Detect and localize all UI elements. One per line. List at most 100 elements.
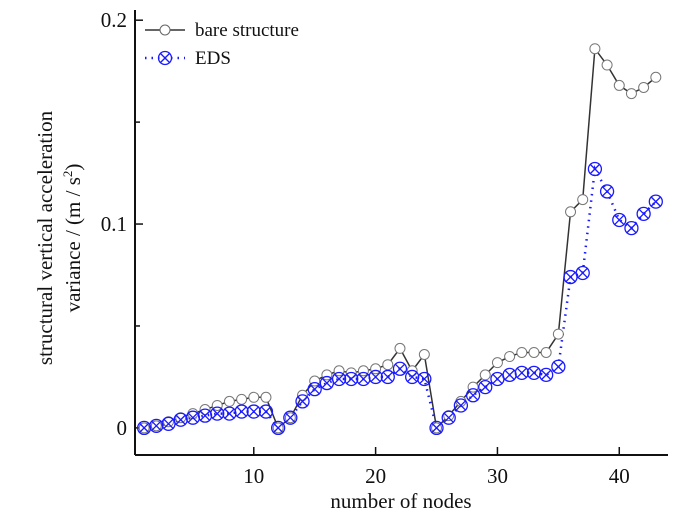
eds-marker-circle xyxy=(392,361,408,376)
eds-marker-cross xyxy=(589,163,601,175)
eds-marker-circle xyxy=(270,420,286,436)
eds-point xyxy=(270,420,286,436)
x-tick-label: 10 xyxy=(243,464,264,488)
bare-structure-point xyxy=(540,346,552,358)
eds-marker-cross xyxy=(418,373,430,385)
eds-marker-circle xyxy=(234,404,249,419)
eds-marker-circle xyxy=(380,369,395,385)
eds-marker-circle xyxy=(157,50,173,66)
bare-structure-point xyxy=(260,391,272,403)
eds-marker-circle xyxy=(429,420,444,436)
eds-point xyxy=(234,404,249,419)
eds-marker-circle xyxy=(417,371,432,387)
eds-point xyxy=(490,371,505,387)
eds-point xyxy=(636,206,651,221)
eds-point xyxy=(575,265,590,281)
eds-marker-cross xyxy=(199,410,211,422)
eds-marker-circle xyxy=(307,382,322,397)
bare-structure-point xyxy=(309,375,321,387)
eds-marker-cross xyxy=(345,373,357,385)
eds-marker-circle xyxy=(441,410,456,425)
bare-structure-point xyxy=(589,43,601,55)
eds-point xyxy=(441,410,456,425)
bare-structure-point xyxy=(650,71,662,83)
eds-point xyxy=(478,379,493,395)
eds-marker-cross xyxy=(443,412,455,424)
eds-marker-circle xyxy=(624,220,639,236)
eds-point xyxy=(514,365,529,380)
eds-point xyxy=(539,367,554,383)
eds-line xyxy=(143,164,657,431)
bare-structure-point xyxy=(491,357,503,369)
eds-marker-cross xyxy=(223,408,235,420)
eds-marker-cross xyxy=(516,367,528,379)
eds-marker-circle xyxy=(551,359,566,374)
y-axis-label-line2: variance / (m / s2) xyxy=(60,164,85,313)
y-axis-label-line1: structural vertical acceleration xyxy=(33,110,57,365)
eds-marker-cross xyxy=(601,185,613,197)
eds-marker-cross xyxy=(163,418,174,430)
eds-marker-circle xyxy=(539,367,554,383)
eds-marker-circle xyxy=(612,212,627,228)
eds-point xyxy=(526,365,542,380)
eds-point xyxy=(380,369,395,385)
bare-structure-point xyxy=(370,363,382,375)
eds-point xyxy=(417,371,432,387)
eds-marker-cross xyxy=(272,422,284,434)
eds-marker-cross xyxy=(309,383,321,395)
bare-structure-point xyxy=(479,369,491,381)
eds-point xyxy=(599,184,615,199)
eds-marker-cross xyxy=(138,422,150,434)
eds-marker-circle xyxy=(478,379,493,395)
y-axis-label-superscript: 2 xyxy=(60,171,75,178)
eds-marker-cross xyxy=(528,367,540,379)
eds-marker-circle xyxy=(636,206,651,221)
eds-point xyxy=(465,388,481,403)
x-tick-label: 20 xyxy=(365,464,386,488)
eds-marker-circle xyxy=(465,388,481,403)
eds-marker-circle xyxy=(368,369,383,385)
eds-marker-cross xyxy=(150,420,162,432)
y-axis-label-close: ) xyxy=(61,164,85,171)
eds-point xyxy=(295,394,310,409)
eds-marker-cross xyxy=(613,214,625,226)
eds-marker-cross xyxy=(211,408,223,420)
bare-structure-point xyxy=(236,393,248,405)
eds-marker-circle xyxy=(453,398,469,413)
eds-point xyxy=(453,398,469,413)
eds-marker-cross xyxy=(565,271,576,283)
eds-marker-cross xyxy=(577,267,589,279)
eds-marker-circle xyxy=(587,161,603,177)
bare-structure-point xyxy=(565,206,577,218)
bare-structure-point xyxy=(613,79,625,91)
bare-structure-point xyxy=(394,342,406,354)
eds-marker-cross xyxy=(248,406,260,418)
bare-structure-point xyxy=(552,328,564,340)
bare-structure-point xyxy=(211,399,223,411)
eds-marker-circle xyxy=(258,404,274,419)
bare-structure-point xyxy=(577,194,589,206)
eds-marker-cross xyxy=(540,369,552,381)
eds-point xyxy=(307,382,322,397)
eds-point xyxy=(210,406,225,421)
axes: 10 20 30 40 0 0.1 0.2 xyxy=(101,8,668,488)
eds-marker-circle xyxy=(514,365,529,380)
eds-marker-cross xyxy=(638,208,650,220)
series-layer xyxy=(136,43,663,436)
bare-structure-point xyxy=(528,346,540,358)
eds-marker-circle xyxy=(648,194,663,209)
eds-marker-cross xyxy=(321,377,333,389)
eds-point xyxy=(563,269,578,285)
y-axis-label-text: variance / (m / s xyxy=(61,177,85,312)
eds-point xyxy=(283,410,298,425)
bare-structure-point xyxy=(333,365,345,377)
bare-structure-point xyxy=(321,369,333,381)
legend-label-eds: EDS xyxy=(195,48,231,69)
eds-marker-circle xyxy=(599,184,615,199)
eds-marker-cross xyxy=(297,395,308,407)
eds-point xyxy=(429,420,444,436)
eds-marker-cross xyxy=(504,369,516,381)
eds-marker-circle xyxy=(246,404,261,419)
eds-marker-cross xyxy=(431,422,442,434)
